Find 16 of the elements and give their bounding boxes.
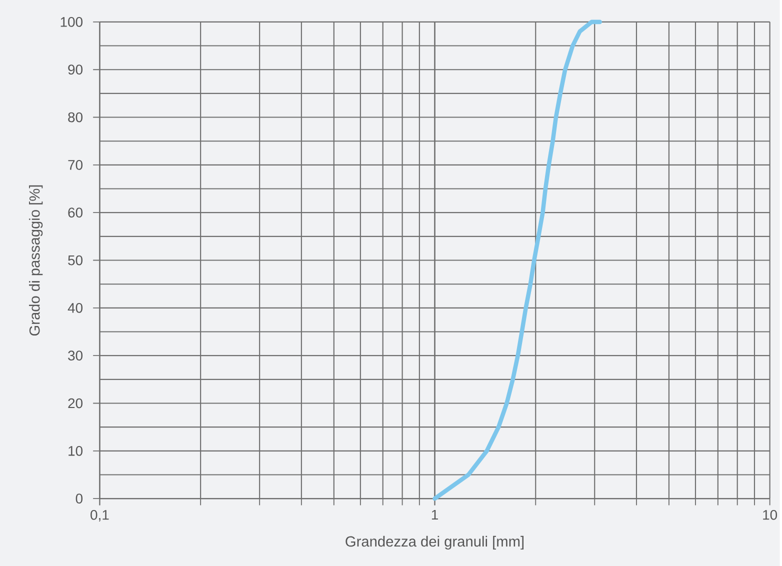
y-tick-label: 70 bbox=[68, 160, 83, 170]
y-tick-label: 90 bbox=[68, 64, 83, 74]
y-tick-label: 60 bbox=[68, 207, 83, 218]
y-tick-label: 40 bbox=[68, 302, 83, 313]
y-tick-label: 80 bbox=[68, 112, 83, 122]
y-tick-label: 100 bbox=[60, 16, 83, 27]
x-tick-label: 1 bbox=[432, 510, 438, 520]
x-tick-label: 0,1 bbox=[90, 510, 109, 522]
y-tick-label: 0 bbox=[76, 493, 83, 504]
y-tick-label: 50 bbox=[68, 255, 83, 266]
y-tick-label: 30 bbox=[68, 350, 83, 360]
x-axis-title: Grandezza dei granuli [mm] bbox=[346, 536, 524, 550]
y-tick-label: 10 bbox=[68, 446, 83, 456]
y-tick-label: 20 bbox=[68, 398, 83, 408]
x-tick-label: 10 bbox=[763, 510, 778, 520]
y-axis-title: Grado di passaggio [%] bbox=[29, 185, 43, 336]
